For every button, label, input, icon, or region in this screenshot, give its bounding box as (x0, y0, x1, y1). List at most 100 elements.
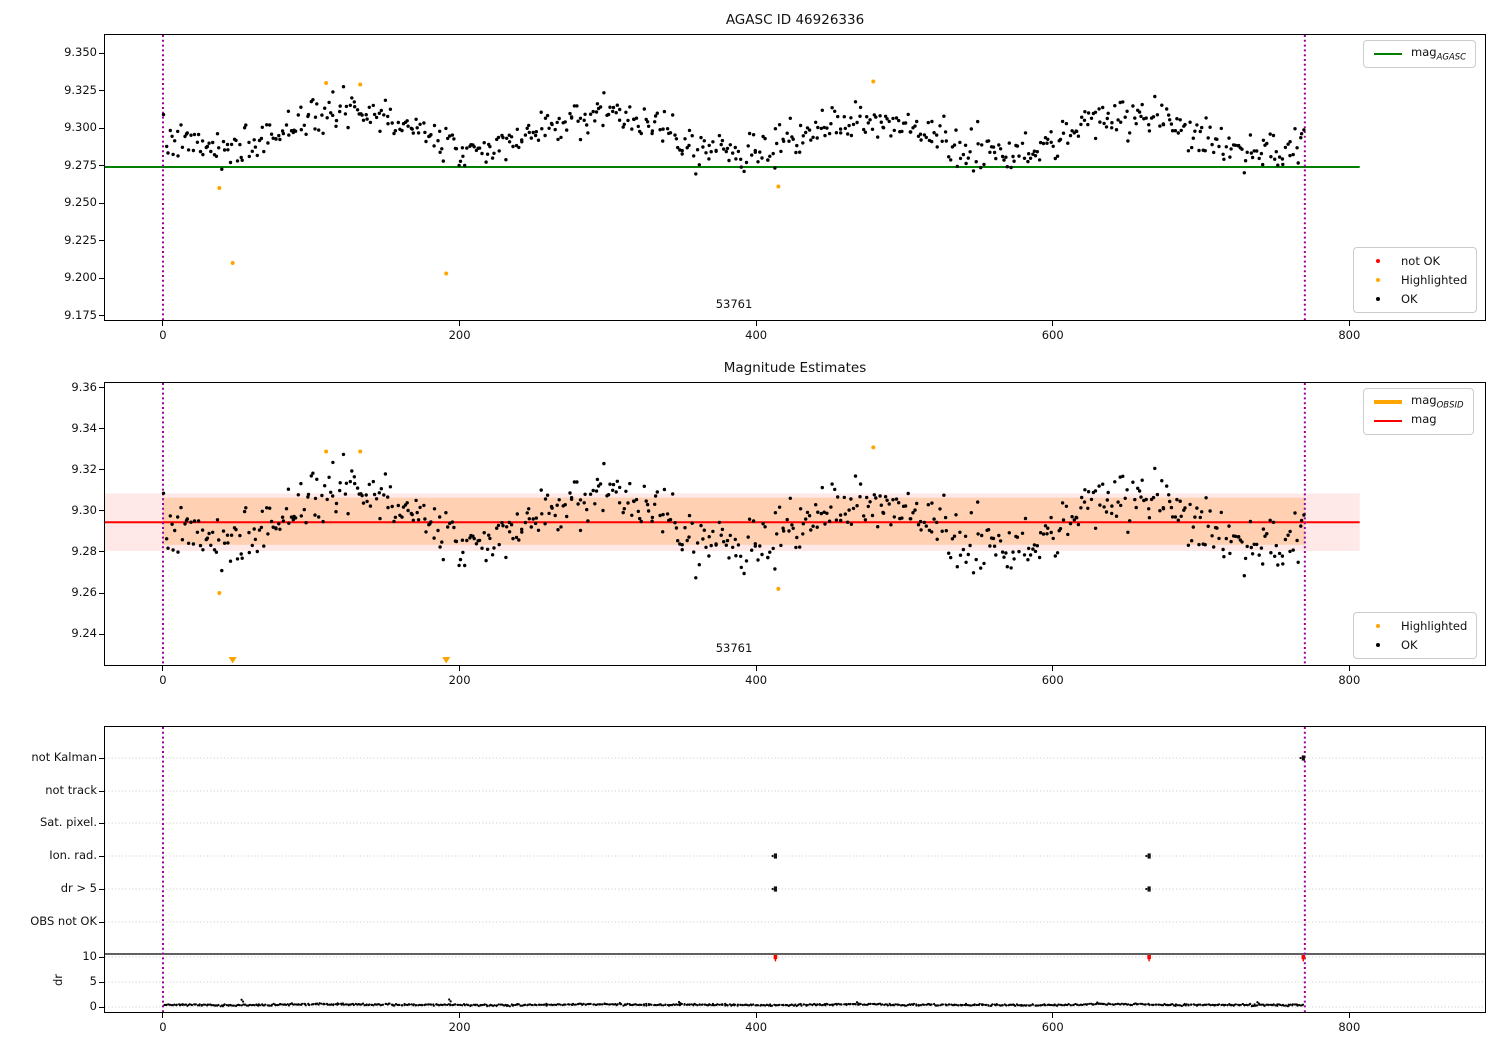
legend-item-highlighted: Highlighted (1363, 272, 1467, 288)
legend-item-ok: OK (1363, 291, 1467, 307)
x-tick-label: 800 (1338, 673, 1361, 687)
y-tick-mark (99, 981, 104, 983)
x-tick-label: 400 (745, 328, 768, 342)
highlighted-points (217, 79, 876, 276)
legend-mag-agasc: magAGASC (1363, 40, 1477, 68)
x-tick-label: 0 (159, 673, 167, 687)
red-dot-swatch-icon (1363, 259, 1393, 263)
y-tick-label: 9.34 (71, 420, 97, 435)
y-tick-mark (99, 52, 104, 54)
orange-dot-swatch-icon (1363, 278, 1393, 282)
y-tick-mark (99, 202, 104, 204)
green-line-swatch-icon (1373, 53, 1403, 55)
y-tick-mark (99, 790, 104, 792)
plot3-axes (104, 726, 1486, 1013)
x-tick-mark (1052, 1013, 1054, 1018)
x-tick-label: 200 (448, 1020, 471, 1034)
flag-row-label: OBS not OK (30, 914, 97, 928)
legend-label: mag (1411, 412, 1437, 427)
y-tick-mark (99, 165, 104, 166)
not-ok-dr-points (773, 955, 1306, 962)
red-line-swatch-icon (1373, 420, 1403, 422)
dr-tick-label: 0 (89, 999, 97, 1013)
flag-row-label: Sat. pixel. (39, 815, 97, 829)
plot1-obsid-annotation: 53761 (715, 297, 753, 311)
legend-item-highlighted: Highlighted (1363, 618, 1467, 634)
x-tick-label: 600 (1041, 328, 1064, 342)
x-tick-mark (162, 1013, 164, 1018)
flag-row-label: Ion. rad. (49, 848, 97, 862)
plot3-dr-axis-label: dr (51, 973, 66, 987)
x-tick-mark (162, 666, 164, 671)
y-tick-mark (99, 510, 104, 512)
y-tick-label: 9.30 (71, 502, 97, 517)
plot1-canvas (105, 35, 1360, 320)
flag-points (771, 755, 1305, 892)
clipped-low-triangles (228, 657, 451, 664)
y-tick-mark (99, 551, 104, 553)
y-tick-mark (99, 127, 104, 129)
x-tick-mark (1052, 666, 1054, 671)
y-tick-label: 9.28 (71, 543, 97, 558)
legend-mag-lines: magOBSID mag (1363, 388, 1474, 435)
legend-item-ok: OK (1363, 637, 1467, 653)
legend-item-mag: mag (1373, 412, 1464, 429)
x-tick-label: 600 (1041, 673, 1064, 687)
legend-label: magOBSID (1411, 393, 1464, 411)
y-tick-mark (99, 921, 104, 923)
y-tick-label: 9.300 (64, 120, 97, 134)
x-tick-mark (1348, 321, 1350, 326)
y-tick-mark (99, 469, 104, 471)
y-tick-mark (99, 855, 104, 857)
x-tick-label: 200 (448, 673, 471, 687)
plot2-obsid-annotation: 53761 (715, 641, 753, 655)
x-tick-label: 400 (745, 1020, 768, 1034)
y-tick-mark (99, 277, 104, 279)
y-tick-mark (99, 592, 104, 594)
x-tick-label: 200 (448, 328, 471, 342)
dr-tick-label: 10 (82, 949, 97, 963)
y-tick-label: 9.250 (64, 195, 97, 209)
legend-point-classes-top: not OK Highlighted OK (1353, 247, 1478, 313)
y-tick-mark (99, 90, 104, 91)
legend-item-mag-agasc: magAGASC (1373, 45, 1467, 63)
y-tick-label: 9.175 (64, 307, 97, 322)
legend-label: Highlighted (1401, 273, 1468, 287)
y-tick-mark (99, 633, 104, 635)
plot2-canvas (105, 383, 1360, 665)
legend-item-mag-obsid: magOBSID (1373, 393, 1464, 411)
y-tick-mark (99, 822, 104, 824)
y-tick-mark (99, 240, 104, 241)
y-tick-label: 9.225 (64, 232, 97, 247)
x-tick-mark (1052, 321, 1054, 326)
highlighted-points (217, 445, 876, 596)
y-tick-label: 9.275 (64, 157, 97, 172)
plot1-title: AGASC ID 46926336 (725, 12, 865, 28)
x-tick-mark (1348, 666, 1350, 671)
plot2-axes (104, 382, 1486, 666)
x-tick-label: 600 (1041, 1020, 1064, 1034)
y-tick-label: 9.26 (71, 585, 97, 599)
legend-label: magAGASC (1411, 45, 1467, 63)
y-tick-mark (99, 315, 104, 316)
ok-points (161, 85, 1306, 176)
y-tick-label: 9.325 (64, 82, 97, 97)
x-tick-mark (755, 1013, 757, 1018)
black-dot-swatch-icon (1363, 297, 1393, 301)
flag-row-label: dr > 5 (60, 881, 97, 895)
y-tick-mark (99, 387, 104, 389)
orange-dot-swatch-icon (1363, 624, 1393, 628)
ok-points (161, 452, 1306, 580)
y-tick-mark (99, 888, 104, 890)
y-tick-mark (99, 1006, 104, 1008)
y-tick-mark (99, 428, 104, 430)
dr-tick-label: 5 (89, 974, 97, 988)
x-tick-mark (755, 321, 757, 326)
x-tick-mark (459, 321, 461, 326)
plot3-canvas (105, 727, 1485, 1012)
black-dot-swatch-icon (1363, 643, 1393, 647)
legend-point-classes-mid: Highlighted OK (1353, 612, 1478, 659)
legend-label: OK (1401, 638, 1418, 652)
flag-row-label: not track (45, 783, 97, 797)
